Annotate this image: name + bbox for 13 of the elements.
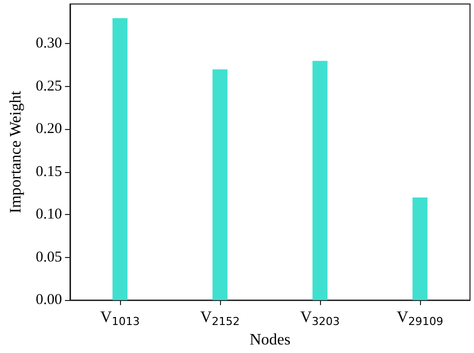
x-axis-title: Nodes xyxy=(250,332,290,348)
bar xyxy=(412,198,428,300)
bar xyxy=(112,18,128,300)
y-tick-label: 0.25 xyxy=(36,78,62,94)
bar xyxy=(212,69,228,300)
bar xyxy=(312,60,328,300)
y-axis-title: Importance Weight xyxy=(8,90,24,214)
y-tick-label: 0.00 xyxy=(36,292,62,308)
y-tick-label: 0.15 xyxy=(36,164,62,180)
y-tick-label: 0.30 xyxy=(36,36,62,52)
y-tick-label: 0.20 xyxy=(36,121,62,138)
y-tick-label: 0.10 xyxy=(36,206,62,223)
y-tick-label: 0.05 xyxy=(36,249,62,266)
